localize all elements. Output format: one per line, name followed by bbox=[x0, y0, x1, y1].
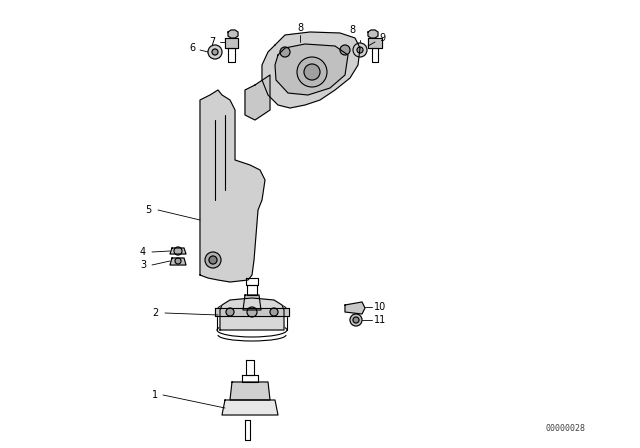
Circle shape bbox=[247, 307, 257, 317]
Circle shape bbox=[353, 317, 359, 323]
Text: 10: 10 bbox=[374, 302, 386, 312]
Text: 4: 4 bbox=[140, 247, 146, 257]
Polygon shape bbox=[368, 38, 382, 48]
Polygon shape bbox=[170, 248, 186, 254]
Circle shape bbox=[208, 45, 222, 59]
Text: 8: 8 bbox=[297, 23, 303, 33]
Polygon shape bbox=[230, 382, 270, 400]
Polygon shape bbox=[243, 295, 261, 310]
Polygon shape bbox=[345, 302, 365, 314]
Circle shape bbox=[304, 64, 320, 80]
Circle shape bbox=[353, 43, 367, 57]
Circle shape bbox=[209, 256, 217, 264]
Circle shape bbox=[175, 258, 181, 264]
Circle shape bbox=[350, 314, 362, 326]
Polygon shape bbox=[222, 400, 278, 415]
Polygon shape bbox=[225, 38, 238, 48]
Polygon shape bbox=[368, 30, 378, 38]
Polygon shape bbox=[245, 75, 270, 120]
Text: 11: 11 bbox=[374, 315, 386, 325]
Text: 1: 1 bbox=[152, 390, 158, 400]
Polygon shape bbox=[170, 258, 186, 265]
Text: 2: 2 bbox=[152, 308, 158, 318]
Circle shape bbox=[340, 45, 350, 55]
Text: 5: 5 bbox=[145, 205, 151, 215]
Polygon shape bbox=[262, 32, 360, 108]
Polygon shape bbox=[200, 90, 265, 282]
Circle shape bbox=[357, 47, 363, 53]
Circle shape bbox=[280, 47, 290, 57]
Polygon shape bbox=[228, 30, 238, 38]
Text: 3: 3 bbox=[140, 260, 146, 270]
Text: 8: 8 bbox=[349, 25, 355, 35]
Text: 7: 7 bbox=[209, 37, 215, 47]
Circle shape bbox=[205, 252, 221, 268]
Polygon shape bbox=[220, 298, 284, 330]
Text: 00000028: 00000028 bbox=[545, 423, 585, 432]
Text: 9: 9 bbox=[379, 33, 385, 43]
Circle shape bbox=[174, 247, 182, 255]
Circle shape bbox=[270, 308, 278, 316]
Circle shape bbox=[212, 49, 218, 55]
Text: 6: 6 bbox=[189, 43, 195, 53]
Polygon shape bbox=[275, 44, 348, 95]
Circle shape bbox=[226, 308, 234, 316]
Polygon shape bbox=[215, 308, 289, 316]
Circle shape bbox=[297, 57, 327, 87]
